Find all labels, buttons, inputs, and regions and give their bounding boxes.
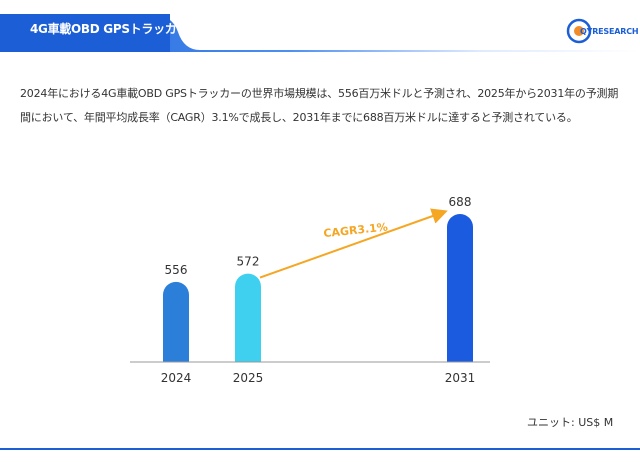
bar-base-2031	[447, 349, 473, 362]
bar-2024	[163, 281, 189, 362]
value-label-2031: 688	[449, 195, 472, 209]
logo-text: QYRESEARCH	[580, 27, 639, 36]
header: 4G車載OBD GPSトラッカー QYRESEARCH	[0, 0, 640, 58]
category-label-2031: 2031	[445, 371, 476, 385]
footer-divider	[0, 448, 640, 450]
value-label-2024: 556	[165, 263, 188, 277]
category-label-2024: 2024	[161, 371, 192, 385]
value-label-2025: 572	[237, 255, 260, 269]
summary-text: 2024年における4G車載OBD GPSトラッカーの世界市場規模は、556百万米…	[20, 87, 619, 124]
bar-base-2024	[163, 349, 189, 362]
qyresearch-logo-icon	[566, 18, 592, 44]
category-label-2025: 2025	[233, 371, 264, 385]
header-banner	[0, 14, 640, 52]
unit-label: ユニット: US$ M	[527, 416, 614, 429]
bar-base-2025	[235, 349, 261, 362]
bar-2031	[447, 214, 473, 362]
cagr-label: CAGR3.1%	[323, 220, 389, 240]
page-title: 4G車載OBD GPSトラッカー	[30, 22, 189, 36]
cagr-arrow	[259, 208, 448, 279]
bar-2025	[235, 273, 261, 362]
market-size-chart: 556 2024 572 2025 688 2031 CAGR3.1%	[130, 195, 490, 385]
